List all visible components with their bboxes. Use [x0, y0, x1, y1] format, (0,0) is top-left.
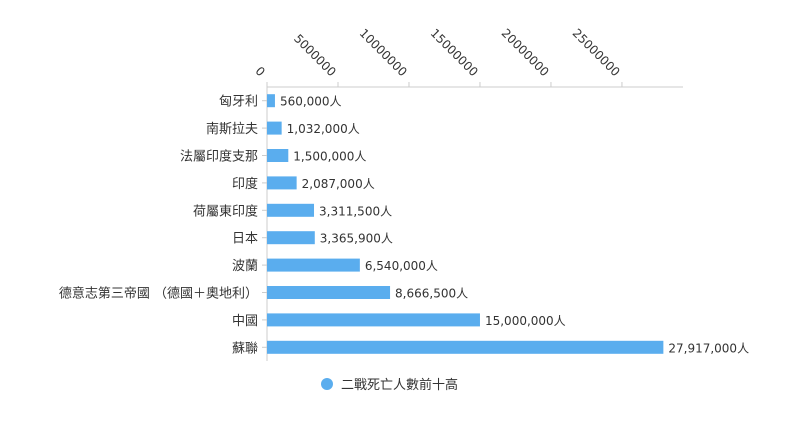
- y-category-label: 法屬印度支那: [180, 149, 258, 165]
- bar-data-label: 1,032,000人: [287, 122, 360, 136]
- bar[interactable]: [267, 286, 391, 299]
- bar[interactable]: [267, 340, 664, 354]
- bar-data-label: 2,087,000人: [302, 177, 375, 191]
- y-category-label: 波蘭: [232, 258, 258, 274]
- y-category-label: 德意志第三帝國 （德國＋奧地利）: [59, 286, 258, 302]
- bar-data-label: 15,000,000人: [485, 314, 566, 328]
- legend-label[interactable]: 二戰死亡人數前十高: [341, 377, 458, 393]
- bar[interactable]: [267, 231, 315, 245]
- y-category-label: 中國: [232, 314, 258, 329]
- legend[interactable]: 二戰死亡人數前十高: [321, 377, 458, 393]
- bar-data-label: 3,365,900人: [320, 232, 393, 246]
- bar[interactable]: [267, 94, 275, 108]
- bar-data-label: 1,500,000人: [293, 150, 366, 164]
- y-category-label: 匈牙利: [219, 95, 258, 110]
- x-tick-label: 15000000: [428, 26, 481, 79]
- y-category-label: 印度: [232, 176, 258, 192]
- x-tick-label: 25000000: [570, 26, 623, 79]
- bar-data-label: 6,540,000人: [365, 259, 438, 273]
- bar[interactable]: [267, 203, 315, 217]
- bar[interactable]: [267, 176, 297, 190]
- bar[interactable]: [267, 258, 360, 272]
- x-tick-label: 10000000: [357, 26, 410, 79]
- bars-group: 560,000人 1,032,000人 1,500,000人 2,087,000人 3,…: [267, 94, 749, 355]
- bar-data-label: 8,666,500人: [395, 287, 468, 301]
- bar-data-label: 3,311,500人: [319, 204, 392, 218]
- y-category-label: 日本: [232, 232, 258, 247]
- x-tick-label: 5000000: [291, 31, 339, 79]
- y-category-label: 南斯拉夫: [206, 121, 258, 137]
- bar[interactable]: [267, 313, 480, 327]
- bar-data-label: 27,917,000人: [668, 341, 749, 355]
- x-tick-label: 20000000: [499, 26, 552, 79]
- bar[interactable]: [267, 149, 289, 162]
- y-category-label: 蘇聯: [232, 341, 258, 356]
- bar-data-label: 560,000人: [280, 95, 342, 109]
- bar[interactable]: [267, 121, 282, 135]
- legend-marker[interactable]: [321, 378, 333, 390]
- x-axis: 0 5000000 10000000 15000000 20000000 25000000: [252, 26, 683, 88]
- y-category-label: 荷屬東印度: [193, 203, 258, 219]
- x-tick-label: 0: [252, 64, 267, 79]
